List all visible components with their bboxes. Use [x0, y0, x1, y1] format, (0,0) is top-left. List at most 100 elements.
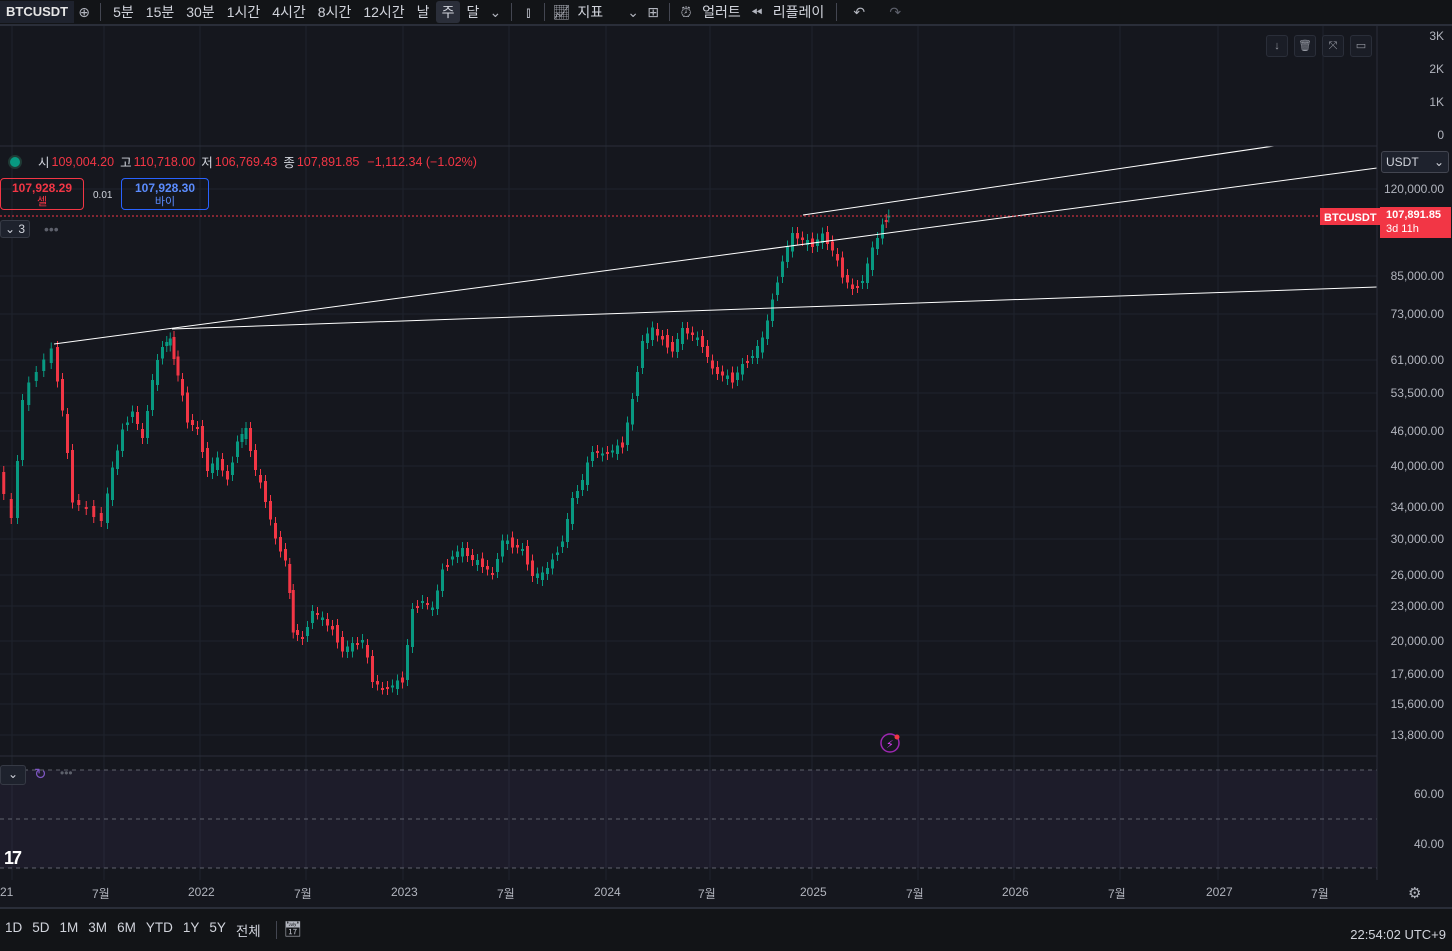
- interval-4[interactable]: 4시간: [272, 4, 306, 20]
- candle-body: [141, 429, 144, 438]
- range-0[interactable]: 1D: [5, 920, 23, 935]
- replay-button[interactable]: 리플레이: [772, 4, 825, 20]
- redo-icon[interactable]: ↷: [889, 4, 902, 20]
- more-options-icon[interactable]: •••: [44, 221, 59, 237]
- candle-body: [376, 681, 379, 685]
- candle-body: [571, 498, 574, 524]
- candle-body: [186, 392, 189, 423]
- high-label: 고: [120, 156, 132, 170]
- range-3[interactable]: 3M: [88, 920, 108, 935]
- candle-body: [884, 220, 888, 222]
- candle-body: [111, 467, 114, 500]
- range-8[interactable]: 전체: [235, 924, 261, 939]
- price-chart[interactable]: ⚡: [0, 26, 1452, 906]
- candle-body: [526, 546, 529, 565]
- replay-icon[interactable]: ⏪︎: [751, 4, 763, 20]
- indicators-toggle[interactable]: ⌄ 3: [0, 220, 31, 238]
- interval-3[interactable]: 1시간: [226, 4, 261, 20]
- chevron-down-icon[interactable]: ⌄: [489, 4, 502, 20]
- candle-body: [381, 688, 384, 690]
- range-5[interactable]: YTD: [145, 920, 173, 935]
- time-label-13: 7월: [1311, 887, 1329, 901]
- scroll-down-icon[interactable]: ↓: [1266, 35, 1288, 57]
- candle-body: [516, 545, 519, 548]
- range-7[interactable]: 5Y: [209, 920, 226, 935]
- range-2[interactable]: 1M: [59, 920, 79, 935]
- candle-body: [288, 564, 292, 593]
- chevron-down-icon[interactable]: ⌄: [627, 4, 639, 20]
- candle-body: [466, 548, 469, 556]
- candle-body: [656, 329, 659, 336]
- close-label: 종: [283, 156, 295, 170]
- osc-collapse-button[interactable]: ⌄: [0, 765, 26, 785]
- tradingview-logo: 17: [4, 848, 22, 868]
- indicators-button[interactable]: 지표: [577, 4, 604, 20]
- interval-6[interactable]: 12시간: [363, 4, 405, 20]
- interval-1[interactable]: 15분: [145, 4, 175, 20]
- candle-body: [151, 380, 154, 410]
- candle-body: [451, 556, 454, 560]
- candle-body: [541, 572, 544, 580]
- candle-body: [616, 445, 619, 454]
- candle-body: [786, 246, 789, 262]
- candlestick-series: [2, 209, 891, 695]
- price-label-10: 23,000.00: [1390, 599, 1444, 613]
- candle-style-icon[interactable]: ⫾: [526, 4, 531, 20]
- divider: [544, 3, 546, 21]
- range-4[interactable]: 6M: [117, 920, 136, 935]
- maximize-icon[interactable]: ▭: [1350, 35, 1372, 57]
- candle-body: [681, 328, 684, 344]
- buy-label: 바이: [154, 196, 176, 208]
- interval-7[interactable]: 날: [416, 4, 430, 20]
- interval-5[interactable]: 8시간: [317, 4, 352, 20]
- candle-body: [686, 328, 689, 334]
- candle-body: [421, 601, 424, 603]
- go-to-date-icon[interactable]: 📅︎: [283, 921, 303, 938]
- refresh-icon[interactable]: ↻: [34, 766, 47, 783]
- range-6[interactable]: 1Y: [182, 920, 200, 935]
- price-label-8: 30,000.00: [1390, 532, 1444, 546]
- alert-icon[interactable]: ⏰︎: [680, 4, 692, 20]
- candle-body: [84, 507, 88, 509]
- candle-body: [606, 452, 609, 454]
- candle-body: [621, 442, 624, 448]
- interval-2[interactable]: 30분: [186, 4, 215, 20]
- osc-label-1: 40.00: [1413, 837, 1444, 851]
- collapse-icon[interactable]: ⤧: [1322, 35, 1344, 57]
- candle-body: [696, 337, 699, 340]
- candle-body: [361, 640, 364, 643]
- buy-button[interactable]: 107,928.30 바이: [121, 178, 209, 210]
- timezone-clock[interactable]: 22:54:02 UTC+9: [1350, 927, 1446, 942]
- osc-more-icon[interactable]: •••: [60, 766, 73, 780]
- interval-0[interactable]: 5분: [113, 4, 134, 20]
- alert-button[interactable]: 얼러트: [702, 4, 741, 20]
- indicators-icon[interactable]: 📈︎: [552, 4, 571, 20]
- layouts-icon[interactable]: ⊞: [647, 4, 659, 20]
- currency-select[interactable]: USDT ⌄: [1381, 151, 1449, 173]
- price-label-7: 34,000.00: [1390, 500, 1444, 514]
- candle-body: [496, 559, 499, 572]
- symbol-tag-label: BTCUSDT: [1324, 212, 1377, 224]
- candle-body: [701, 336, 704, 347]
- range-1[interactable]: 5D: [32, 920, 50, 935]
- candle-body: [77, 500, 81, 505]
- candle-body: [441, 569, 444, 591]
- bottom-toolbar: 1D 5D 1M 3M 6M YTD 1Y 5Y 전체 📅︎: [0, 907, 1452, 951]
- trash-icon[interactable]: 🗑︎: [1294, 35, 1316, 57]
- price-label-12: 17,600.00: [1390, 667, 1444, 681]
- interval-8[interactable]: 주: [435, 1, 461, 23]
- candle-body: [671, 342, 674, 352]
- candle-body: [576, 491, 579, 498]
- price-label-14: 13,800.00: [1390, 728, 1444, 742]
- candle-body: [521, 549, 524, 551]
- currency-label: USDT: [1386, 155, 1419, 169]
- candle-body: [326, 619, 329, 626]
- interval-9[interactable]: 달: [466, 4, 480, 20]
- candle-body: [476, 560, 479, 565]
- symbol-search[interactable]: BTCUSDT: [0, 1, 75, 23]
- settings-icon[interactable]: ⚙: [1408, 885, 1422, 902]
- candle-body: [856, 286, 859, 288]
- sell-button[interactable]: 107,928.29 셀: [0, 178, 84, 210]
- add-symbol-icon[interactable]: ⊕: [78, 4, 90, 20]
- undo-icon[interactable]: ↶: [853, 4, 866, 20]
